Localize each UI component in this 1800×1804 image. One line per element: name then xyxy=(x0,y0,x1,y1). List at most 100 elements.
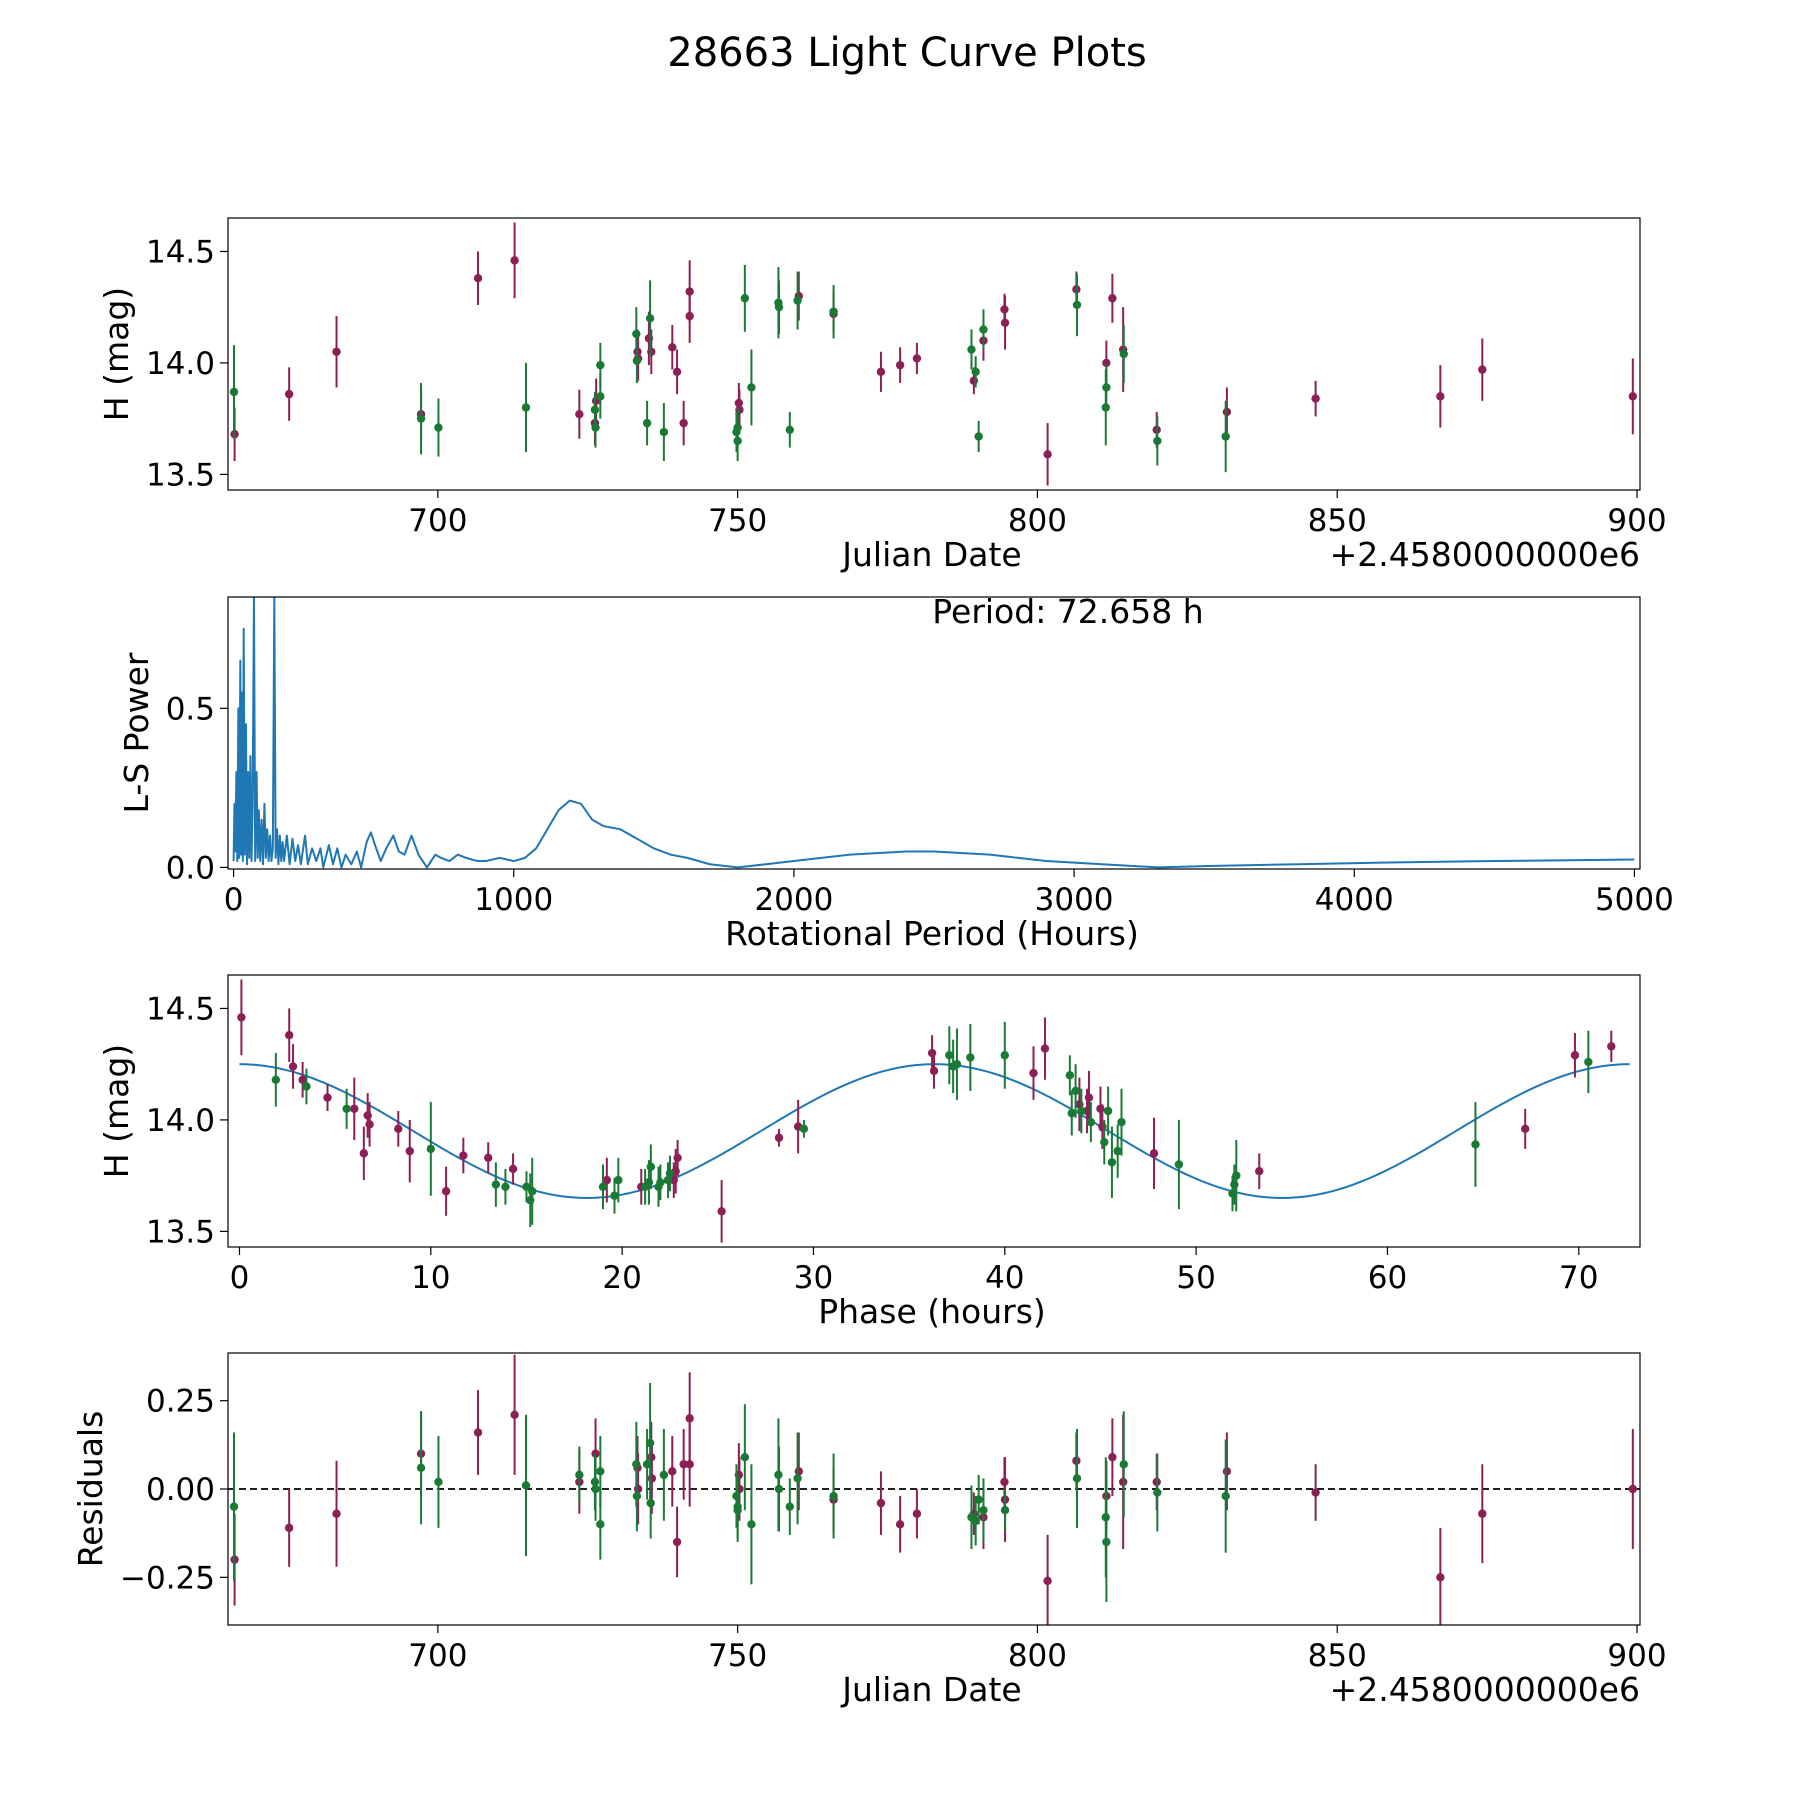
x-tick-label: 20 xyxy=(602,1260,641,1296)
green-data-point xyxy=(974,1495,983,1504)
x-tick-label: 0 xyxy=(224,882,244,918)
x-tick-label: 10 xyxy=(411,1260,450,1296)
green-data-point xyxy=(747,1520,756,1529)
green-data-point xyxy=(614,1175,623,1185)
green-data-point xyxy=(1471,1140,1480,1149)
green-data-point xyxy=(1065,1071,1075,1080)
red-data-point xyxy=(969,376,979,385)
red-data-point xyxy=(1000,318,1010,327)
red-data-point xyxy=(685,311,694,321)
green-data-point xyxy=(733,436,742,446)
red-data-point xyxy=(895,1520,905,1529)
lightcurve-x-offset-label: +2.4580000000e6 xyxy=(1330,535,1640,574)
green-data-point xyxy=(526,1195,535,1205)
green-data-point xyxy=(610,1191,619,1200)
green-data-point xyxy=(596,1520,605,1529)
red-data-point xyxy=(323,1093,332,1102)
x-tick-label: 60 xyxy=(1368,1260,1407,1296)
periodogram-panel: 0 1000 2000 3000 4000 5000 0.0 0.5 Rotational P… xyxy=(117,592,1674,953)
green-data-point xyxy=(659,1470,669,1480)
green-data-point xyxy=(774,1484,784,1494)
red-data-point xyxy=(672,1537,682,1547)
green-data-point xyxy=(979,1505,988,1515)
red-data-point xyxy=(1102,358,1111,368)
y-tick-label: 13.5 xyxy=(146,457,215,493)
green-data-point xyxy=(1230,1180,1239,1189)
green-data-point xyxy=(1174,1160,1184,1169)
x-tick-label: 50 xyxy=(1176,1260,1215,1296)
y-tick-label: 14.5 xyxy=(146,234,215,270)
red-data-point xyxy=(1478,365,1487,374)
x-tick-label: 40 xyxy=(985,1260,1024,1296)
red-data-point xyxy=(668,343,677,352)
y-tick-label: 0.00 xyxy=(146,1472,215,1508)
red-data-point xyxy=(1436,1573,1445,1582)
green-data-point xyxy=(1119,349,1128,359)
green-data-point xyxy=(829,307,838,316)
lightcurve-x-axis-label: Julian Date xyxy=(840,535,1022,574)
green-data-point xyxy=(596,360,605,370)
red-data-point xyxy=(1521,1124,1530,1134)
red-data-point xyxy=(365,1120,374,1129)
red-data-point xyxy=(1311,1488,1320,1497)
red-data-point xyxy=(332,347,341,356)
green-data-point xyxy=(591,1484,600,1494)
red-data-point xyxy=(1628,392,1638,401)
red-data-point xyxy=(1040,1044,1050,1053)
phased-ticks: 0 10 20 30 40 50 60 70 13.5 14.0 14.5 xyxy=(146,991,1599,1296)
y-tick-label: −0.25 xyxy=(120,1560,215,1596)
green-data-point xyxy=(632,329,641,339)
red-data-point xyxy=(459,1151,468,1160)
red-data-point xyxy=(473,1428,483,1437)
green-data-point xyxy=(1221,1491,1230,1501)
green-data-point xyxy=(491,1180,501,1189)
red-data-point xyxy=(895,360,905,370)
phased-x-axis-label: Phase (hours) xyxy=(818,1292,1046,1331)
green-data-point xyxy=(528,1187,537,1196)
periodogram-axes-frame xyxy=(227,596,1641,870)
y-tick-label: 13.5 xyxy=(146,1214,215,1250)
x-tick-label: 0 xyxy=(230,1260,250,1296)
green-data-point xyxy=(426,1144,436,1154)
green-data-point xyxy=(1153,1488,1162,1497)
red-data-point xyxy=(1436,392,1445,401)
green-data-point xyxy=(591,423,600,432)
residuals-x-axis-label: Julian Date xyxy=(840,1670,1022,1709)
phased-panel: 0 10 20 30 40 50 60 70 13.5 14.0 14.5 Phase (hours… xyxy=(97,974,1641,1331)
red-data-point xyxy=(284,1523,294,1533)
green-data-point xyxy=(1086,1117,1096,1127)
green-data-point xyxy=(416,1463,426,1473)
green-data-point xyxy=(967,345,976,354)
periodogram-y-axis-label: L-S Power xyxy=(117,652,156,813)
red-data-point xyxy=(441,1187,451,1196)
green-data-point xyxy=(659,427,669,437)
red-data-point xyxy=(794,1467,803,1476)
periodogram-x-axis-label: Rotational Period (Hours) xyxy=(725,914,1139,953)
green-data-point xyxy=(1119,1460,1128,1469)
green-data-point xyxy=(793,1474,802,1483)
red-data-point xyxy=(1222,1467,1232,1476)
red-data-point xyxy=(912,1509,922,1518)
green-data-point xyxy=(434,1477,443,1487)
red-data-point xyxy=(1043,450,1052,459)
red-data-point xyxy=(876,1498,886,1508)
green-data-point xyxy=(632,1491,642,1501)
red-data-point xyxy=(685,1460,694,1469)
green-data-point xyxy=(799,1124,809,1134)
red-data-point xyxy=(510,1410,519,1420)
red-data-point xyxy=(1108,1453,1117,1462)
red-data-point xyxy=(473,273,483,283)
red-data-point xyxy=(284,389,294,399)
x-tick-label: 900 xyxy=(1607,1638,1666,1674)
red-data-point xyxy=(1570,1051,1580,1060)
red-data-point xyxy=(332,1509,341,1518)
green-data-point xyxy=(952,1059,962,1069)
green-data-point xyxy=(1000,1051,1009,1060)
green-data-point xyxy=(1584,1057,1593,1067)
lightcurve-points xyxy=(229,222,1638,486)
green-data-point xyxy=(1071,1086,1080,1096)
green-data-point xyxy=(1067,1109,1076,1118)
lightcurve-axes-frame xyxy=(227,217,1641,491)
red-data-point xyxy=(1098,1122,1107,1131)
